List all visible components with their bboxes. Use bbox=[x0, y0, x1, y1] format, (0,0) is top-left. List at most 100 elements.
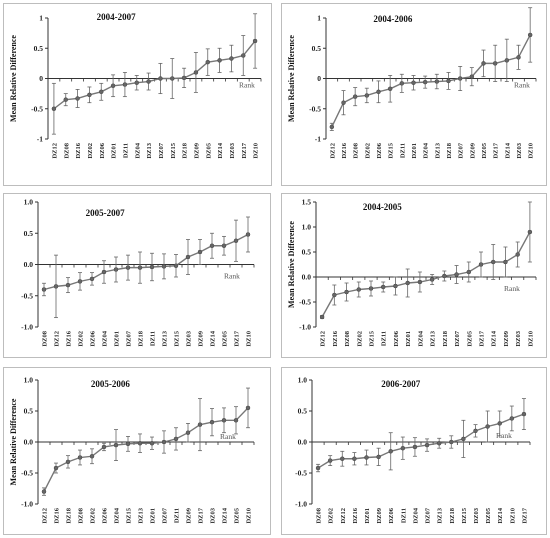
x-category-label: DZ12 bbox=[340, 508, 347, 524]
rank-label: Rank bbox=[239, 81, 255, 90]
x-category-label: DZ10 bbox=[246, 508, 253, 524]
x-category-label: DZ01 bbox=[111, 143, 118, 159]
data-point bbox=[469, 74, 475, 79]
x-category-label: DZ08 bbox=[353, 142, 360, 158]
x-category-label: DZ17 bbox=[198, 507, 205, 523]
x-category-label: DZ13 bbox=[162, 330, 169, 346]
x-category-label: DZ05 bbox=[234, 507, 241, 523]
data-point bbox=[173, 263, 179, 268]
data-point bbox=[503, 259, 508, 265]
x-category-label: DZ14 bbox=[497, 507, 504, 523]
data-point bbox=[497, 421, 502, 426]
data-point bbox=[209, 419, 215, 425]
x-category-label: DZ15 bbox=[369, 330, 376, 346]
x-category-label: DZ10 bbox=[527, 331, 534, 347]
x-category-label: DZ15 bbox=[126, 507, 133, 523]
data-point bbox=[181, 75, 187, 81]
data-point bbox=[221, 243, 227, 248]
data-point bbox=[434, 79, 440, 84]
data-point bbox=[411, 80, 416, 85]
data-point bbox=[185, 430, 191, 435]
x-category-label: DZ13 bbox=[437, 507, 444, 523]
data-point bbox=[209, 243, 215, 248]
x-category-label: DZ12 bbox=[329, 143, 336, 159]
x-category-label: DZ05 bbox=[481, 142, 488, 158]
y-tick-label: -1.0 bbox=[21, 323, 33, 332]
chart-title: 2005-2007 bbox=[86, 208, 125, 218]
x-category-label: DZ16 bbox=[352, 507, 359, 523]
x-category-label: DZ11 bbox=[399, 143, 406, 158]
data-point bbox=[509, 416, 515, 421]
x-category-label: DZ06 bbox=[376, 142, 383, 158]
data-point bbox=[41, 287, 47, 292]
x-category-label: DZ18 bbox=[138, 330, 145, 346]
x-category-label: DZ09 bbox=[469, 142, 476, 158]
data-point bbox=[399, 81, 405, 86]
x-category-label: DZ15 bbox=[461, 507, 468, 523]
data-point bbox=[417, 279, 423, 285]
y-tick-label: 1 bbox=[39, 14, 43, 23]
chart-panel-2: -1 -0.5 0 0.5 1 DZ12 DZ16 DZ08 DZ02 DZ06 DZ15 DZ11 D… bbox=[281, 3, 547, 186]
data-point bbox=[327, 458, 333, 463]
data-point bbox=[134, 80, 139, 85]
data-point bbox=[442, 273, 447, 279]
x-category-label: DZ07 bbox=[458, 142, 465, 158]
x-category-label: DZ12 bbox=[51, 143, 58, 159]
x-category-label: DZ08 bbox=[63, 142, 70, 158]
data-point bbox=[101, 269, 107, 275]
x-category-label: DZ03 bbox=[210, 507, 217, 523]
data-point bbox=[457, 76, 463, 81]
data-point bbox=[146, 79, 151, 84]
x-category-label: DZ02 bbox=[87, 143, 94, 159]
data-point bbox=[515, 252, 520, 257]
data-point bbox=[252, 38, 258, 44]
data-point bbox=[101, 444, 107, 450]
data-point bbox=[412, 444, 418, 450]
data-point bbox=[400, 445, 406, 451]
y-axis-title: Mean Relative Difference bbox=[9, 35, 18, 122]
data-point bbox=[376, 454, 381, 460]
data-point bbox=[77, 455, 83, 460]
data-point bbox=[77, 279, 83, 284]
data-point bbox=[340, 456, 345, 461]
y-tick-label: 0.5 bbox=[24, 407, 34, 416]
data-point bbox=[521, 411, 527, 417]
data-point bbox=[229, 56, 234, 61]
y-axis-title: Mean Relative Difference bbox=[287, 35, 296, 122]
y-tick-label: -1.0 bbox=[299, 323, 311, 332]
data-point bbox=[125, 441, 131, 447]
y-tick-label: 0.5 bbox=[312, 44, 322, 53]
x-category-label: DZ09 bbox=[376, 507, 383, 523]
x-category-label: DZ18 bbox=[442, 330, 449, 346]
data-point bbox=[393, 283, 398, 289]
x-category-label: DZ14 bbox=[222, 507, 229, 523]
chart-title: 2004-2007 bbox=[97, 12, 136, 22]
y-tick-label: 1 bbox=[317, 14, 321, 23]
data-point bbox=[245, 405, 251, 411]
x-category-label: DZ10 bbox=[528, 143, 535, 159]
y-tick-label: 0.0 bbox=[24, 260, 34, 269]
data-point bbox=[197, 249, 203, 255]
data-point bbox=[53, 465, 59, 471]
data-point bbox=[75, 96, 80, 101]
chart-title: 2004-2006 bbox=[373, 14, 412, 24]
chart-title: 2004-2005 bbox=[363, 202, 402, 212]
data-point bbox=[51, 106, 57, 111]
x-category-label: DZ05 bbox=[485, 507, 492, 523]
rank-label: Rank bbox=[504, 284, 520, 293]
data-point bbox=[436, 440, 442, 446]
x-category-label: DZ14 bbox=[210, 330, 217, 346]
x-category-label: DZ18 bbox=[449, 507, 456, 523]
x-category-label: DZ10 bbox=[253, 143, 260, 159]
y-axis-title: Mean Relative Difference bbox=[287, 221, 296, 308]
x-category-label: DZ17 bbox=[479, 330, 486, 346]
data-point bbox=[352, 456, 357, 461]
data-point bbox=[485, 424, 490, 429]
y-tick-label: 1.0 bbox=[24, 198, 34, 207]
chart-panel-1: -1 -0.5 0 0.5 1 DZ12 DZ08 DZ16 DZ02 DZ06 DZ01 DZ11 D… bbox=[3, 3, 272, 186]
data-point bbox=[364, 455, 369, 460]
x-category-label: DZ15 bbox=[388, 142, 395, 158]
data-point bbox=[380, 284, 386, 290]
y-tick-label: -0.5 bbox=[31, 104, 43, 113]
y-tick-label: 0.5 bbox=[302, 248, 312, 257]
